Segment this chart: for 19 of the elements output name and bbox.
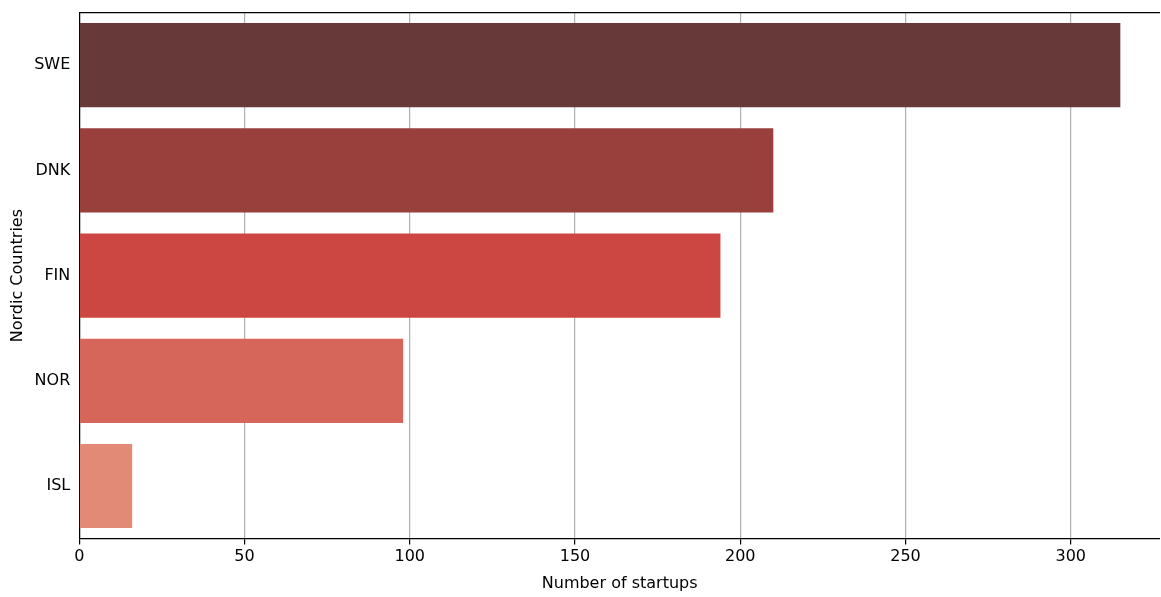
y-tick-label: FIN bbox=[44, 264, 71, 284]
x-tick-label: 200 bbox=[725, 546, 756, 566]
x-tick-label: 300 bbox=[1055, 546, 1087, 566]
bar bbox=[79, 128, 774, 213]
y-tick-label: ISL bbox=[46, 475, 71, 495]
bar bbox=[79, 443, 133, 529]
x-axis-title: Number of startups bbox=[541, 572, 698, 592]
x-tick-label: 250 bbox=[890, 546, 921, 566]
y-axis-title: Nordic Countries bbox=[6, 208, 26, 343]
x-tick-label: 100 bbox=[394, 546, 426, 566]
bar bbox=[79, 233, 721, 318]
x-tick-label: 0 bbox=[74, 546, 85, 566]
x-tick-label: 150 bbox=[559, 546, 591, 566]
y-tick-label: SWE bbox=[34, 54, 71, 74]
bar bbox=[79, 338, 404, 423]
y-tick-label: NOR bbox=[34, 369, 71, 389]
x-tick-label: 50 bbox=[234, 546, 255, 566]
y-tick-label: DNK bbox=[35, 159, 71, 179]
bar bbox=[79, 23, 1121, 108]
